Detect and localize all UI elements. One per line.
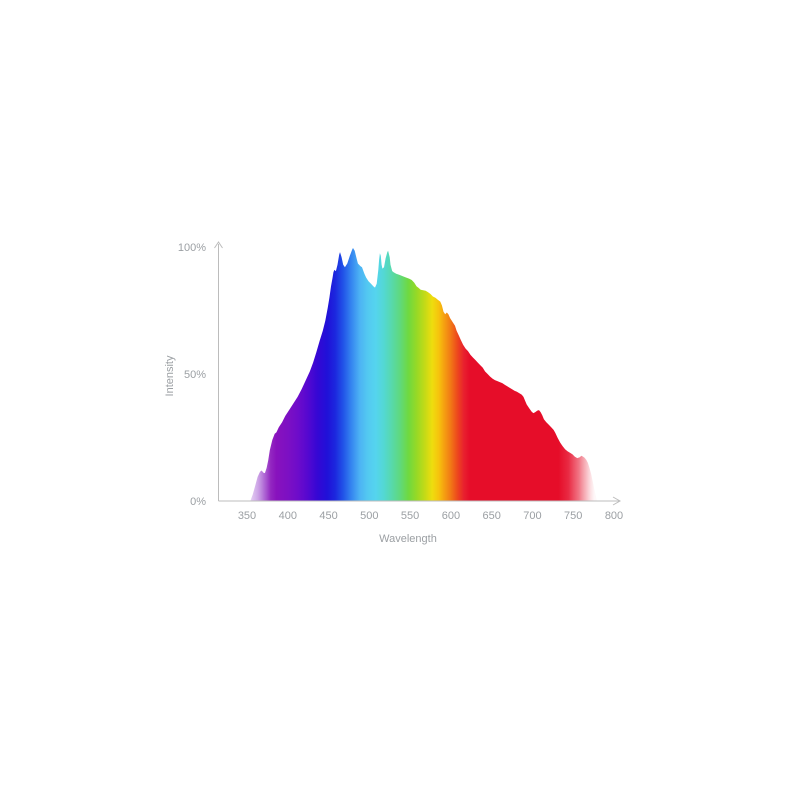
x-tick-label: 350: [238, 510, 256, 522]
y-axis-title: Intensity: [164, 355, 176, 396]
spectrum-area: [250, 248, 597, 501]
y-tick-label: 100%: [178, 242, 206, 254]
x-tick-label: 650: [483, 510, 501, 522]
y-axis-arrowhead: [214, 241, 223, 249]
x-tick-label: 400: [279, 510, 297, 522]
x-tick-labels: 350 400 450 500 550 600 650 700 750 800: [238, 510, 623, 522]
x-tick-label: 450: [319, 510, 337, 522]
x-tick-label: 750: [564, 510, 582, 522]
axes: [214, 241, 622, 506]
x-tick-label: 600: [442, 510, 460, 522]
x-axis-arrowhead: [612, 496, 622, 506]
x-tick-label: 800: [605, 510, 623, 522]
y-tick-labels: 0% 50% 100%: [178, 242, 206, 508]
x-tick-label: 700: [523, 510, 541, 522]
x-tick-label: 550: [401, 510, 419, 522]
y-tick-label: 0%: [190, 496, 206, 508]
x-axis-title: Wavelength: [379, 533, 437, 545]
y-tick-label: 50%: [184, 369, 206, 381]
x-tick-label: 500: [360, 510, 378, 522]
